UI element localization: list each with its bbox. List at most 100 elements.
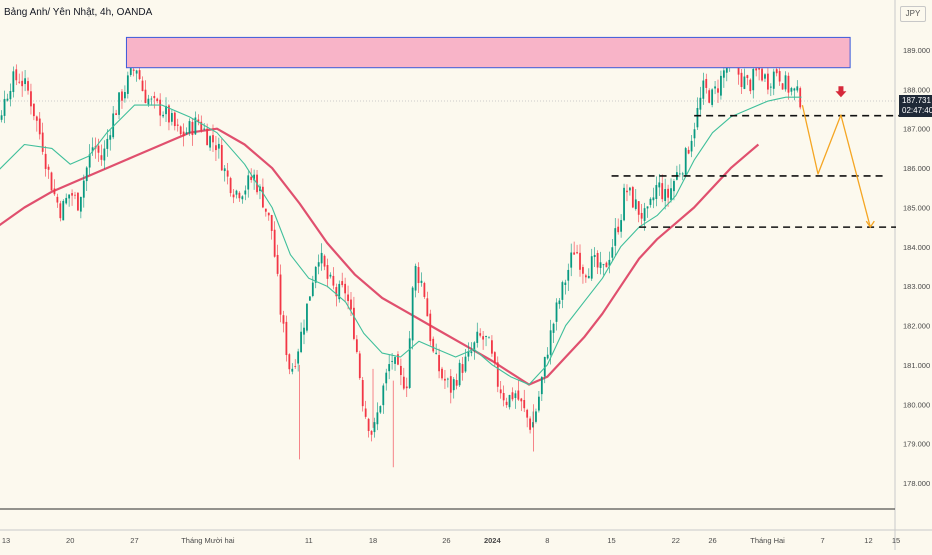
candle-body <box>781 83 784 90</box>
candle-body <box>535 411 537 422</box>
candle-body <box>664 189 667 201</box>
time-tick-label: 22 <box>672 536 680 545</box>
candle-body <box>320 252 323 264</box>
candle-body <box>670 188 672 200</box>
candle-body <box>53 188 56 195</box>
projection-path <box>801 104 871 228</box>
candle-body <box>532 422 534 428</box>
time-tick-label: 15 <box>607 536 615 545</box>
candle-body <box>684 148 687 175</box>
currency-badge[interactable]: JPY <box>900 6 926 22</box>
candle-body <box>402 376 405 389</box>
candle-body <box>332 275 335 286</box>
candle-body <box>646 206 649 209</box>
candle-body <box>626 190 628 193</box>
candle-body <box>690 140 693 152</box>
candle-body <box>661 183 664 200</box>
candle-body <box>9 90 12 100</box>
candle-body <box>599 262 602 268</box>
candle-body <box>267 212 270 216</box>
candle-body <box>799 88 802 108</box>
candle-body <box>558 300 561 305</box>
time-tick-label: 15 <box>892 536 900 545</box>
candle-body <box>693 129 696 139</box>
candle-body <box>367 418 370 431</box>
candle-body <box>56 196 59 203</box>
candle-body <box>376 412 379 425</box>
candle-body <box>103 148 106 161</box>
candle-body <box>549 330 552 355</box>
candle-body <box>279 274 282 315</box>
candle-body <box>573 252 576 255</box>
candle-body <box>85 167 88 182</box>
candle-body <box>361 380 364 407</box>
candles-group <box>0 41 802 468</box>
candle-body <box>761 68 763 81</box>
candle-body <box>520 398 523 402</box>
candle-body <box>30 91 32 107</box>
last-price-value: 187.731 <box>902 96 931 105</box>
candle-body <box>176 124 179 126</box>
candle-body <box>185 132 188 135</box>
candle-body <box>206 128 209 146</box>
candle-body <box>344 283 347 294</box>
candle-body <box>640 212 643 219</box>
time-tick-label: 26 <box>708 536 716 545</box>
candle-body <box>41 132 44 152</box>
candle-body <box>364 408 367 417</box>
candle-body <box>499 389 502 394</box>
candle-body <box>159 99 162 116</box>
candle-body <box>112 113 115 138</box>
ema-slow-line <box>0 127 760 386</box>
candle-body <box>82 180 85 198</box>
price-tick-label: 189.000 <box>903 46 930 55</box>
candle-body <box>749 79 752 92</box>
candle-body <box>132 69 135 71</box>
candle-body <box>391 360 393 362</box>
candle-body <box>244 190 247 195</box>
candle-body <box>473 342 476 352</box>
candle-body <box>449 376 452 393</box>
candle-body <box>270 215 273 231</box>
candle-body <box>488 337 490 339</box>
candle-body <box>743 76 746 89</box>
last-price-tag: 187.731 02:47:40 <box>899 95 932 117</box>
price-tick-label: 178.000 <box>903 479 930 488</box>
candle-body <box>370 430 373 435</box>
time-tick-label: 20 <box>66 536 74 545</box>
candle-body <box>658 182 661 188</box>
projection-arrowhead <box>865 220 875 229</box>
candle-body <box>769 86 772 88</box>
candle-body <box>408 338 411 388</box>
ema-slow-group <box>0 127 760 386</box>
candle-body <box>582 267 584 274</box>
candle-body <box>696 107 699 128</box>
candle-body <box>35 116 38 121</box>
candle-body <box>793 88 796 91</box>
candle-body <box>18 81 21 83</box>
candle-body <box>438 355 440 372</box>
price-axis[interactable]: 178.000 179.000 180.000 181.000 182.000 183.0… <box>903 46 930 488</box>
candle-body <box>605 262 608 268</box>
candle-body <box>311 282 314 296</box>
candle-body <box>411 287 414 341</box>
candle-body <box>194 117 197 135</box>
candle-body <box>229 178 232 194</box>
time-axis[interactable]: 13 20 27 Tháng Mười hai 11 18 26 2024 8 15 22 26 Thá… <box>2 536 900 545</box>
candle-body <box>758 67 761 70</box>
price-tick-label: 187.000 <box>903 125 930 134</box>
candle-body <box>485 335 487 337</box>
candle-body <box>452 379 455 391</box>
candle-body <box>138 70 141 80</box>
candle-body <box>444 378 446 381</box>
candle-body <box>517 390 520 400</box>
candle-body <box>106 138 109 149</box>
ema-fast-group <box>0 96 802 386</box>
candle-body <box>44 153 47 169</box>
candle-body <box>643 208 646 221</box>
candle-body <box>347 294 349 302</box>
candle-body <box>596 252 599 268</box>
